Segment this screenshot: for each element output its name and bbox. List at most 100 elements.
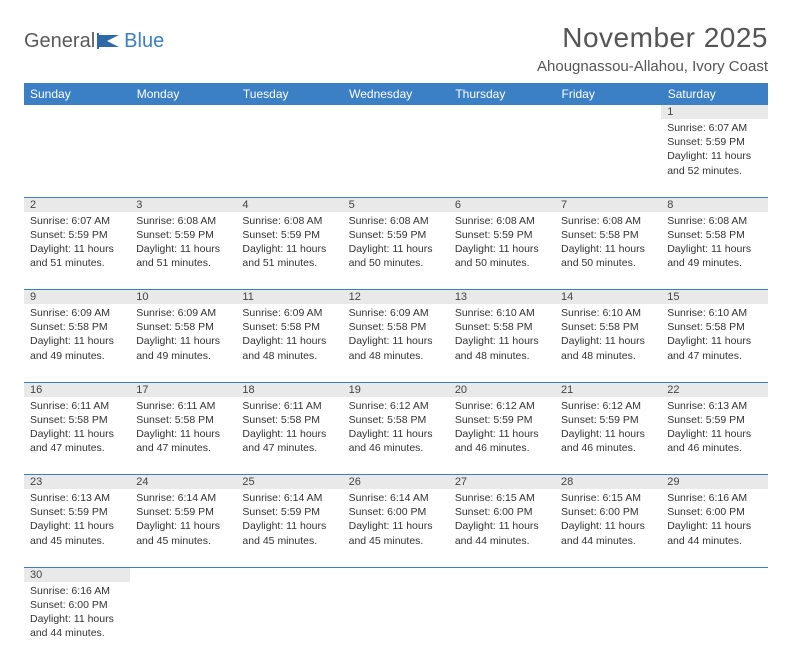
day-number-row: 9101112131415 xyxy=(24,290,768,305)
sunrise-line: Sunrise: 6:12 AM xyxy=(561,399,655,413)
calendar-day-cell: Sunrise: 6:16 AMSunset: 6:00 PMDaylight:… xyxy=(661,489,767,567)
daylight-line: Daylight: 11 hours and 48 minutes. xyxy=(455,334,549,362)
month-title: November 2025 xyxy=(537,22,768,54)
sunset-line: Sunset: 5:59 PM xyxy=(667,135,761,149)
sunrise-line: Sunrise: 6:13 AM xyxy=(30,491,124,505)
daylight-line: Daylight: 11 hours and 48 minutes. xyxy=(349,334,443,362)
day-number-cell xyxy=(449,105,555,119)
sunrise-line: Sunrise: 6:14 AM xyxy=(242,491,336,505)
calendar-day-cell xyxy=(24,119,130,197)
daylight-line: Daylight: 11 hours and 45 minutes. xyxy=(242,519,336,547)
daylight-line: Daylight: 11 hours and 47 minutes. xyxy=(30,427,124,455)
day-number-cell: 19 xyxy=(343,382,449,397)
sunset-line: Sunset: 5:58 PM xyxy=(30,413,124,427)
day-number-cell: 5 xyxy=(343,197,449,212)
day-number-cell: 9 xyxy=(24,290,130,305)
calendar-week-row: Sunrise: 6:16 AMSunset: 6:00 PMDaylight:… xyxy=(24,582,768,660)
calendar-day-cell xyxy=(236,119,342,197)
daylight-line: Daylight: 11 hours and 45 minutes. xyxy=(349,519,443,547)
sunrise-line: Sunrise: 6:15 AM xyxy=(455,491,549,505)
day-number-cell: 25 xyxy=(236,475,342,490)
day-number-cell: 3 xyxy=(130,197,236,212)
day-cell-body: Sunrise: 6:08 AMSunset: 5:59 PMDaylight:… xyxy=(236,212,342,275)
calendar-day-cell: Sunrise: 6:08 AMSunset: 5:59 PMDaylight:… xyxy=(236,212,342,290)
day-number-cell: 4 xyxy=(236,197,342,212)
sunrise-line: Sunrise: 6:11 AM xyxy=(136,399,230,413)
day-cell-body: Sunrise: 6:07 AMSunset: 5:59 PMDaylight:… xyxy=(661,119,767,182)
calendar-day-cell: Sunrise: 6:09 AMSunset: 5:58 PMDaylight:… xyxy=(343,304,449,382)
day-number-row: 16171819202122 xyxy=(24,382,768,397)
calendar-day-cell xyxy=(555,582,661,660)
sunrise-line: Sunrise: 6:15 AM xyxy=(561,491,655,505)
sunset-line: Sunset: 5:58 PM xyxy=(349,320,443,334)
day-cell-body: Sunrise: 6:09 AMSunset: 5:58 PMDaylight:… xyxy=(24,304,130,367)
calendar-day-cell: Sunrise: 6:10 AMSunset: 5:58 PMDaylight:… xyxy=(449,304,555,382)
daylight-line: Daylight: 11 hours and 44 minutes. xyxy=(30,612,124,640)
calendar-day-cell: Sunrise: 6:12 AMSunset: 5:59 PMDaylight:… xyxy=(449,397,555,475)
calendar-day-cell: Sunrise: 6:12 AMSunset: 5:59 PMDaylight:… xyxy=(555,397,661,475)
day-number-cell: 6 xyxy=(449,197,555,212)
day-number-cell: 30 xyxy=(24,567,130,582)
sunset-line: Sunset: 5:59 PM xyxy=(349,228,443,242)
calendar-day-cell: Sunrise: 6:07 AMSunset: 5:59 PMDaylight:… xyxy=(661,119,767,197)
day-number-cell: 29 xyxy=(661,475,767,490)
sunset-line: Sunset: 5:58 PM xyxy=(30,320,124,334)
day-cell-body: Sunrise: 6:08 AMSunset: 5:59 PMDaylight:… xyxy=(343,212,449,275)
day-number-cell: 13 xyxy=(449,290,555,305)
day-number-cell: 26 xyxy=(343,475,449,490)
weekday-header: Saturday xyxy=(661,83,767,105)
day-cell-body: Sunrise: 6:09 AMSunset: 5:58 PMDaylight:… xyxy=(130,304,236,367)
day-number-cell xyxy=(661,567,767,582)
daylight-line: Daylight: 11 hours and 47 minutes. xyxy=(136,427,230,455)
day-cell-body: Sunrise: 6:14 AMSunset: 5:59 PMDaylight:… xyxy=(130,489,236,552)
day-cell-body: Sunrise: 6:09 AMSunset: 5:58 PMDaylight:… xyxy=(236,304,342,367)
day-cell-body: Sunrise: 6:07 AMSunset: 5:59 PMDaylight:… xyxy=(24,212,130,275)
sunrise-line: Sunrise: 6:16 AM xyxy=(667,491,761,505)
sunset-line: Sunset: 5:58 PM xyxy=(136,413,230,427)
sunrise-line: Sunrise: 6:12 AM xyxy=(349,399,443,413)
sunset-line: Sunset: 5:58 PM xyxy=(561,228,655,242)
daylight-line: Daylight: 11 hours and 51 minutes. xyxy=(242,242,336,270)
sunset-line: Sunset: 6:00 PM xyxy=(561,505,655,519)
calendar-day-cell: Sunrise: 6:16 AMSunset: 6:00 PMDaylight:… xyxy=(24,582,130,660)
daylight-line: Daylight: 11 hours and 47 minutes. xyxy=(242,427,336,455)
day-number-row: 23242526272829 xyxy=(24,475,768,490)
calendar-day-cell: Sunrise: 6:07 AMSunset: 5:59 PMDaylight:… xyxy=(24,212,130,290)
calendar-day-cell: Sunrise: 6:09 AMSunset: 5:58 PMDaylight:… xyxy=(236,304,342,382)
sunset-line: Sunset: 5:58 PM xyxy=(242,320,336,334)
day-cell-body: Sunrise: 6:14 AMSunset: 5:59 PMDaylight:… xyxy=(236,489,342,552)
calendar-week-row: Sunrise: 6:13 AMSunset: 5:59 PMDaylight:… xyxy=(24,489,768,567)
day-number-cell: 18 xyxy=(236,382,342,397)
day-number-cell: 10 xyxy=(130,290,236,305)
sunset-line: Sunset: 5:58 PM xyxy=(349,413,443,427)
day-cell-body: Sunrise: 6:13 AMSunset: 5:59 PMDaylight:… xyxy=(24,489,130,552)
day-number-cell: 24 xyxy=(130,475,236,490)
day-cell-body: Sunrise: 6:09 AMSunset: 5:58 PMDaylight:… xyxy=(343,304,449,367)
calendar-day-cell: Sunrise: 6:08 AMSunset: 5:59 PMDaylight:… xyxy=(343,212,449,290)
day-number-cell: 21 xyxy=(555,382,661,397)
day-number-cell: 12 xyxy=(343,290,449,305)
day-number-cell: 11 xyxy=(236,290,342,305)
logo-flag-icon xyxy=(97,32,123,48)
day-number-cell xyxy=(555,105,661,119)
sunset-line: Sunset: 5:59 PM xyxy=(242,228,336,242)
header: General Blue November 2025 Ahougnassou-A… xyxy=(24,22,768,75)
daylight-line: Daylight: 11 hours and 45 minutes. xyxy=(136,519,230,547)
sunset-line: Sunset: 5:59 PM xyxy=(667,413,761,427)
sunset-line: Sunset: 5:58 PM xyxy=(242,413,336,427)
day-cell-body: Sunrise: 6:08 AMSunset: 5:59 PMDaylight:… xyxy=(130,212,236,275)
sunset-line: Sunset: 6:00 PM xyxy=(667,505,761,519)
daylight-line: Daylight: 11 hours and 52 minutes. xyxy=(667,149,761,177)
sunset-line: Sunset: 5:59 PM xyxy=(242,505,336,519)
sunrise-line: Sunrise: 6:09 AM xyxy=(136,306,230,320)
daylight-line: Daylight: 11 hours and 51 minutes. xyxy=(30,242,124,270)
calendar-day-cell xyxy=(343,582,449,660)
calendar-day-cell xyxy=(343,119,449,197)
weekday-header: Monday xyxy=(130,83,236,105)
calendar-day-cell: Sunrise: 6:14 AMSunset: 5:59 PMDaylight:… xyxy=(130,489,236,567)
logo: General Blue xyxy=(24,30,164,53)
day-number-cell xyxy=(236,567,342,582)
sunset-line: Sunset: 5:59 PM xyxy=(455,228,549,242)
daylight-line: Daylight: 11 hours and 48 minutes. xyxy=(242,334,336,362)
day-number-cell xyxy=(236,105,342,119)
